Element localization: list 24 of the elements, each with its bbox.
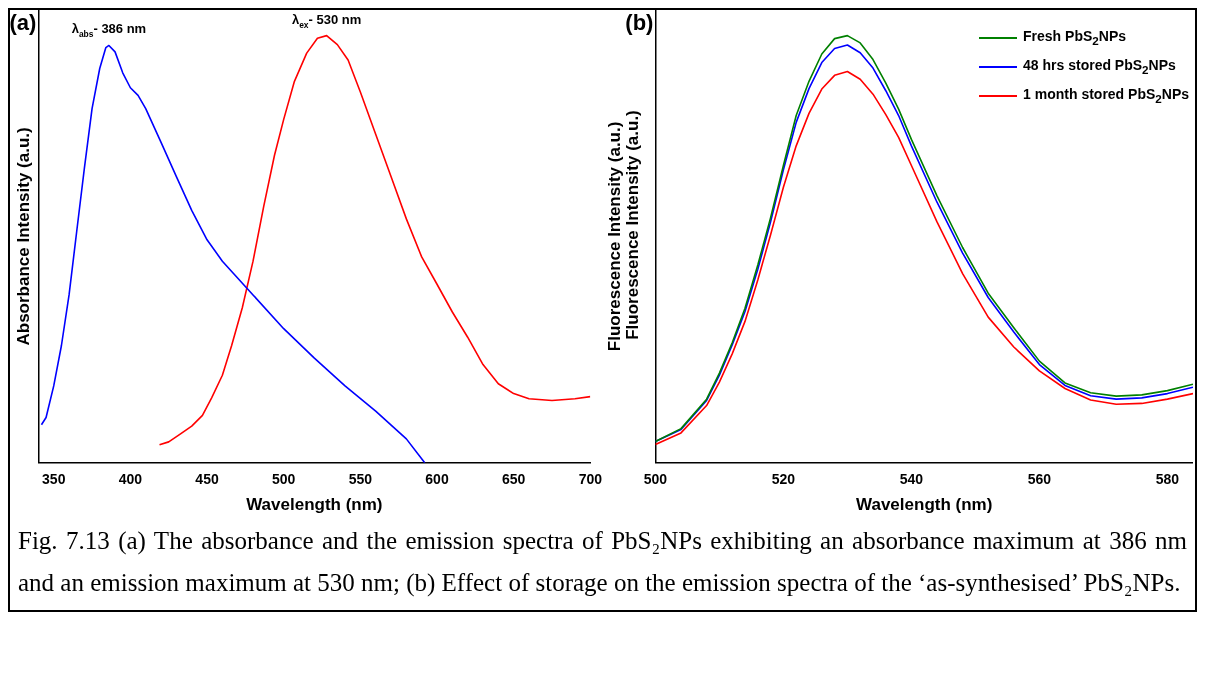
x-axis-title: Wavelength (nm) (856, 495, 993, 515)
text: Fluorescence Intensity (a.u.) (623, 110, 643, 340)
y-axis-title: Absorbance Intensity (a.u.) (13, 127, 33, 346)
x-tick-label: 500 (643, 471, 668, 488)
x-tick-label: 600 (425, 471, 449, 488)
x-tick-label: 540 (899, 471, 924, 488)
x-tick-label: 450 (195, 471, 219, 488)
x-axis-title: Wavelength (nm) (246, 495, 383, 515)
x-tick-label: 650 (501, 471, 526, 488)
x-tick-label: 350 (42, 471, 66, 488)
x-tick-label: 500 (272, 471, 296, 488)
chart-title: (a) (9, 10, 37, 35)
x-tick-label: 400 (118, 471, 143, 488)
x-tick-label: 580 (1155, 471, 1180, 488)
chart-title: (b) (625, 10, 654, 35)
caption: Fig. 7.13 (a) The absorbance and the emission spectra of PbS₂NPs exhibiting an absorbance maximum at 386 nm and an emission maximum at 530 nm; (b) Effect of storage on the emission spectra of the ‘as-synthesised’ PbS₂NPs. (17, 526, 1188, 599)
x-tick-label: 520 (771, 471, 796, 488)
legend-label: 48 hrs stored PbS$_{2}$NPs (1023, 55, 1176, 78)
legend-label: Fresh PbS$_{2}$NPs (1023, 27, 1127, 49)
legend-label: 1 month stored PbS$_{2}$NPs (1023, 84, 1189, 107)
x-tick-label: 550 (348, 471, 373, 488)
x-tick-label: 700 (578, 471, 603, 488)
y-axis-title: Fluorescence Intensity (a.u.) (604, 121, 624, 352)
x-tick-label: 560 (1027, 471, 1052, 488)
